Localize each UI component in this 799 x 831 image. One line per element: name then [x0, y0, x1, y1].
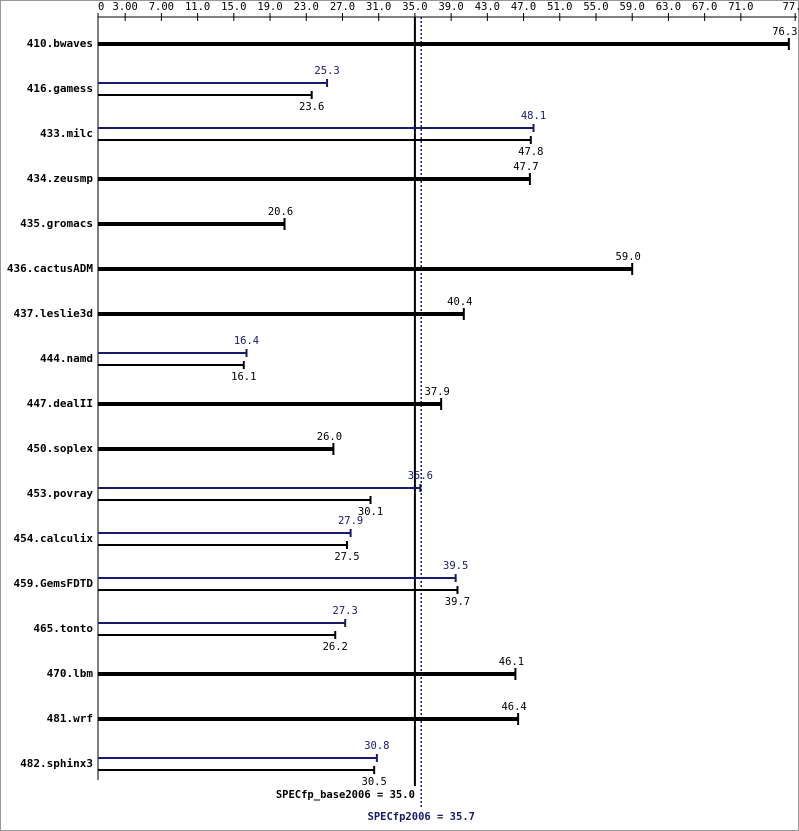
- value-label: 37.9: [425, 386, 450, 398]
- x-tick-label: 67.0: [692, 1, 717, 13]
- category-label: 434.zeusmp: [27, 172, 94, 185]
- category-label: 454.calculix: [14, 532, 94, 545]
- value-label: 27.9: [338, 515, 363, 527]
- category-label: 444.namd: [40, 352, 93, 365]
- bar: [98, 757, 377, 759]
- bar: [98, 532, 351, 534]
- bar: [98, 94, 312, 96]
- bar: [98, 222, 285, 226]
- x-tick-label: 27.0: [330, 1, 355, 13]
- value-label: 26.2: [323, 641, 348, 653]
- value-label: 46.4: [501, 701, 526, 713]
- bar: [98, 544, 347, 546]
- value-label: 48.1: [521, 110, 546, 122]
- bar: [98, 622, 346, 624]
- x-tick-label: 3.00: [113, 1, 138, 13]
- bar: [98, 487, 421, 489]
- value-label: 20.6: [268, 206, 293, 218]
- value-label: 40.4: [447, 296, 472, 308]
- value-label: 26.0: [317, 431, 342, 443]
- x-tick-label: 63.0: [656, 1, 681, 13]
- value-label: 25.3: [314, 65, 339, 77]
- value-label: 47.8: [518, 146, 543, 158]
- bar: [98, 717, 519, 721]
- x-tick-label: 15.0: [221, 1, 246, 13]
- bar: [98, 769, 375, 771]
- x-tick-label: 77.0: [783, 1, 799, 13]
- value-label: 35.6: [408, 470, 433, 482]
- category-label: 436.cactusADM: [7, 262, 93, 275]
- bar: [98, 312, 464, 316]
- bar: [98, 139, 531, 141]
- x-tick-label: 35.0: [402, 1, 427, 13]
- value-label: 16.1: [231, 371, 256, 383]
- category-label: 447.dealII: [27, 397, 93, 410]
- x-tick-label: 47.0: [511, 1, 536, 13]
- bar: [98, 672, 516, 676]
- bar: [98, 447, 334, 451]
- x-tick-label: 31.0: [366, 1, 391, 13]
- x-tick-label: 0: [98, 1, 104, 13]
- bar: [98, 42, 789, 46]
- x-tick-label: 71.0: [728, 1, 753, 13]
- value-label: 59.0: [616, 251, 641, 263]
- value-label: 27.3: [333, 605, 358, 617]
- x-tick-label: 59.0: [620, 1, 645, 13]
- category-label: 481.wrf: [47, 712, 93, 725]
- bar: [98, 402, 442, 406]
- category-label: 482.sphinx3: [20, 757, 93, 770]
- value-label: 39.5: [443, 560, 468, 572]
- x-tick-label: 23.0: [294, 1, 319, 13]
- bar: [98, 499, 371, 501]
- category-label: 450.soplex: [27, 442, 94, 455]
- bar: [98, 589, 458, 591]
- bar: [98, 352, 247, 354]
- x-tick-label: 11.0: [185, 1, 210, 13]
- value-label: 16.4: [234, 335, 259, 347]
- category-label: 437.leslie3d: [14, 307, 93, 320]
- value-label: 47.7: [513, 161, 538, 173]
- bar: [98, 177, 530, 181]
- x-tick-label: 39.0: [438, 1, 463, 13]
- bar: [98, 364, 244, 366]
- reference-label: SPECfp_base2006 = 35.0: [276, 789, 415, 801]
- bar: [98, 82, 328, 84]
- category-label: 470.lbm: [47, 667, 94, 680]
- category-label: 465.tonto: [33, 622, 93, 635]
- value-label: 76.3: [772, 26, 797, 38]
- value-label: 23.6: [299, 101, 324, 113]
- value-label: 39.7: [445, 596, 470, 608]
- category-label: 433.milc: [40, 127, 93, 140]
- category-label: 416.gamess: [27, 82, 93, 95]
- category-label: 459.GemsFDTD: [14, 577, 94, 590]
- x-tick-label: 7.00: [149, 1, 174, 13]
- value-label: 46.1: [499, 656, 524, 668]
- bar: [98, 577, 456, 579]
- bar: [98, 267, 633, 271]
- value-label: 30.5: [362, 776, 387, 788]
- bar: [98, 127, 534, 129]
- category-label: 453.povray: [27, 487, 94, 500]
- x-tick-label: 55.0: [583, 1, 608, 13]
- x-tick-label: 43.0: [475, 1, 500, 13]
- bar: [98, 634, 336, 636]
- reference-label: SPECfp2006 = 35.7: [368, 811, 475, 823]
- value-label: 30.8: [364, 740, 389, 752]
- category-label: 410.bwaves: [27, 37, 93, 50]
- x-tick-label: 19.0: [257, 1, 282, 13]
- category-label: 435.gromacs: [20, 217, 93, 230]
- value-label: 30.1: [358, 506, 383, 518]
- x-tick-label: 51.0: [547, 1, 572, 13]
- value-label: 27.5: [334, 551, 359, 563]
